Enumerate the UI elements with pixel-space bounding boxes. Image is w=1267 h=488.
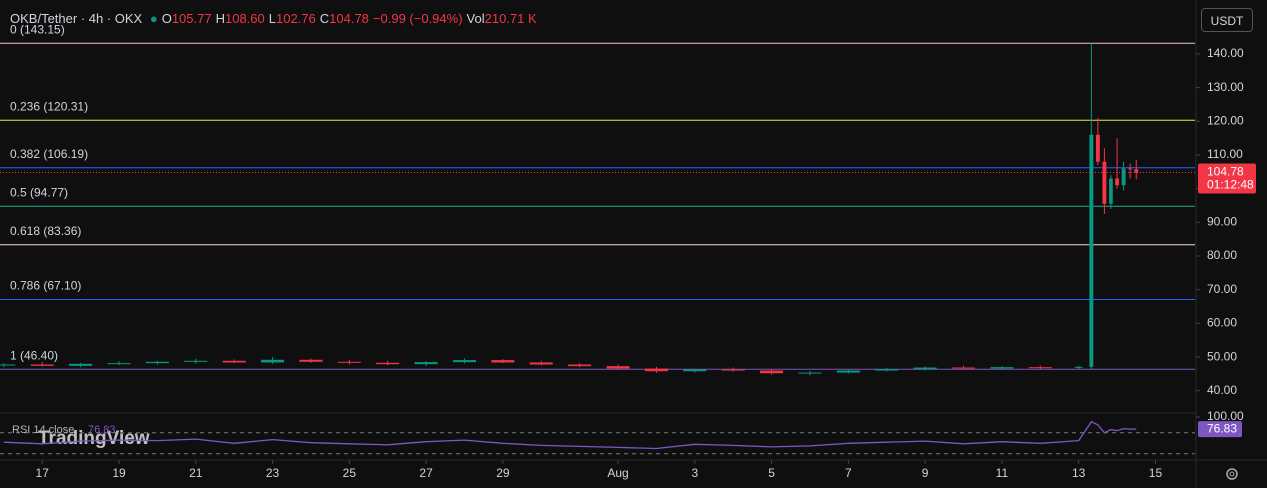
candle-body bbox=[107, 363, 131, 365]
x-tick-label: 15 bbox=[1149, 466, 1163, 480]
candle-body bbox=[1102, 161, 1107, 204]
vol-key: Vol bbox=[466, 11, 485, 26]
ohlc-key: H bbox=[215, 11, 225, 26]
x-tick-label: 9 bbox=[922, 466, 929, 480]
x-tick-label: 19 bbox=[112, 466, 126, 480]
candle-body bbox=[1109, 178, 1113, 204]
x-tick-label: 3 bbox=[691, 466, 698, 480]
y-tick-label: 50.00 bbox=[1207, 349, 1237, 363]
fib-label: 0 (143.15) bbox=[10, 22, 65, 36]
candle-body bbox=[1134, 169, 1139, 173]
candle-body bbox=[529, 362, 553, 365]
vol-value: 210.71 K bbox=[484, 11, 537, 26]
candle-body bbox=[952, 367, 976, 369]
candle-body bbox=[913, 367, 937, 370]
countdown: 01:12:48 bbox=[1207, 178, 1254, 192]
candle-body bbox=[1128, 168, 1132, 170]
candle-body bbox=[299, 359, 323, 362]
candle-body bbox=[798, 372, 822, 374]
x-tick-label: 23 bbox=[266, 466, 280, 480]
currency-button[interactable]: USDT bbox=[1201, 8, 1253, 32]
symbol-title: OKB/Tether · 4h · OKX bbox=[10, 11, 143, 26]
candle-body bbox=[261, 359, 285, 363]
last-price-label: 104.78 bbox=[1207, 165, 1244, 179]
watermark: TradingView bbox=[38, 428, 150, 449]
candle-body bbox=[1115, 178, 1120, 186]
candle-body bbox=[683, 369, 707, 372]
fib-label: 0.5 (94.77) bbox=[10, 185, 68, 199]
candle-body bbox=[184, 360, 208, 362]
candle-body bbox=[1089, 134, 1094, 367]
ohlc-key: O bbox=[161, 11, 172, 26]
candle-body bbox=[1121, 168, 1126, 186]
status-dot: ● bbox=[149, 11, 158, 26]
rsi-label: RSI 14 close bbox=[12, 424, 74, 436]
y-tick-label: 40.00 bbox=[1207, 383, 1237, 397]
candle-body bbox=[1028, 367, 1052, 369]
candle-body bbox=[222, 360, 246, 363]
candle-body bbox=[145, 361, 169, 364]
rsi-value-label: 76.83 bbox=[1207, 421, 1237, 435]
candle-body bbox=[721, 369, 745, 371]
fib-label: 1 (46.40) bbox=[10, 348, 58, 362]
y-tick-label: 80.00 bbox=[1207, 248, 1237, 262]
y-tick-label: 120.00 bbox=[1207, 113, 1244, 127]
header: OKB/Tether · 4h · OKX ● O105.77 H108.60 L10… bbox=[10, 11, 541, 26]
rsi-value-box bbox=[1198, 421, 1242, 438]
x-tick-label: 17 bbox=[36, 466, 50, 480]
x-tick-label: 13 bbox=[1072, 466, 1086, 480]
fib-label: 0.618 (83.36) bbox=[10, 224, 81, 238]
candle-body bbox=[760, 370, 784, 374]
x-tick-label: 5 bbox=[768, 466, 775, 480]
settings-icon[interactable] bbox=[1226, 468, 1238, 480]
fib-label: 0.382 (106.19) bbox=[10, 147, 88, 161]
rsi-line bbox=[3, 420, 1137, 450]
y-tick-label: 70.00 bbox=[1207, 282, 1237, 296]
candle-body bbox=[1074, 366, 1083, 368]
y-tick-label: 110.00 bbox=[1207, 147, 1243, 161]
y-tick-label: 140.00 bbox=[1207, 46, 1244, 60]
candle-body bbox=[452, 360, 477, 363]
y-tick-label: 130.00 bbox=[1207, 80, 1244, 94]
fib-label: 0.236 (120.31) bbox=[10, 99, 88, 113]
price-axis-bg bbox=[1196, 0, 1267, 488]
x-tick-label: 21 bbox=[189, 466, 203, 480]
x-tick-label: Aug bbox=[607, 466, 628, 480]
ohlc-value: 102.76 bbox=[275, 11, 316, 26]
ohlc-value: 108.60 bbox=[224, 11, 265, 26]
candle-body bbox=[376, 362, 400, 365]
x-tick-label: 29 bbox=[496, 466, 510, 480]
candle-body bbox=[491, 360, 515, 363]
y-tick-label: 90.00 bbox=[1207, 215, 1237, 229]
candle-body bbox=[875, 369, 899, 371]
change: −0.99 (−0.94%) bbox=[372, 11, 463, 26]
candle-body bbox=[69, 363, 93, 366]
candle-body bbox=[0, 364, 16, 366]
y-tick-label: 60.00 bbox=[1207, 316, 1237, 330]
rsi-tick-label: 100.00 bbox=[1207, 409, 1244, 423]
last-price-box bbox=[1198, 163, 1256, 194]
ohlc-value: 105.77 bbox=[171, 11, 212, 26]
candle-body bbox=[1095, 134, 1100, 162]
candle-body bbox=[337, 361, 361, 363]
candle-body bbox=[836, 370, 860, 373]
candle-body bbox=[606, 366, 630, 369]
candle-body bbox=[990, 367, 1014, 369]
fib-label: 0.786 (67.10) bbox=[10, 279, 81, 293]
x-tick-label: 7 bbox=[845, 466, 852, 480]
rsi-value: 76.83 bbox=[88, 424, 116, 436]
x-tick-label: 25 bbox=[343, 466, 357, 480]
candle-body bbox=[568, 364, 592, 367]
ohlc-value: 104.78 bbox=[329, 11, 369, 26]
x-tick-label: 27 bbox=[419, 466, 433, 480]
candle-body bbox=[414, 362, 438, 365]
ohlc-key: L bbox=[268, 11, 276, 26]
candle-body bbox=[30, 364, 54, 366]
x-tick-label: 11 bbox=[996, 466, 1009, 480]
ohlc-key: C bbox=[319, 11, 330, 26]
candle-body bbox=[644, 368, 668, 372]
